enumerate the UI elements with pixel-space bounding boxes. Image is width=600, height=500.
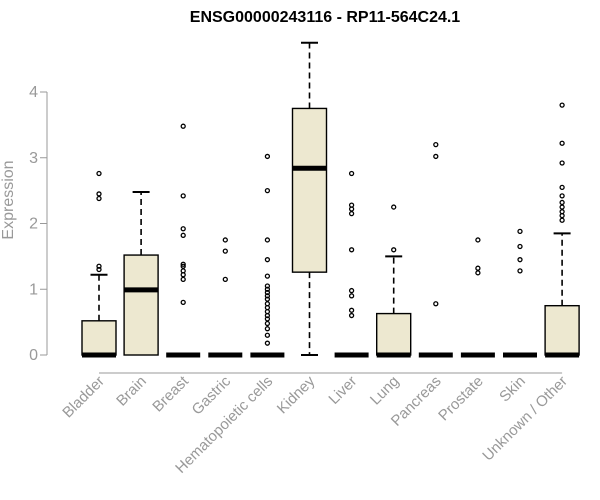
outlier-point bbox=[475, 270, 481, 276]
outlier-point bbox=[348, 202, 355, 208]
outlier-point bbox=[96, 195, 102, 202]
outlier-point bbox=[264, 283, 271, 289]
outlier-point bbox=[180, 276, 186, 283]
outlier-point bbox=[348, 170, 355, 177]
x-tick-label: Prostate bbox=[435, 373, 487, 425]
outlier-point bbox=[222, 276, 228, 283]
box-liver bbox=[334, 170, 369, 358]
outlier-point bbox=[180, 123, 186, 129]
outlier-point bbox=[222, 248, 228, 254]
outlier-point bbox=[264, 153, 271, 160]
iqr-box bbox=[291, 107, 328, 273]
outlier-point bbox=[559, 204, 565, 210]
x-tick-label: Skin bbox=[496, 373, 529, 406]
outlier-point bbox=[264, 301, 271, 307]
outlier-point bbox=[264, 289, 271, 296]
y-axis: 0 1 2 3 4 bbox=[29, 84, 48, 364]
outlier-point bbox=[348, 307, 355, 313]
box-bladder bbox=[81, 170, 117, 358]
outlier-point bbox=[517, 243, 523, 250]
outlier-point bbox=[475, 265, 481, 271]
outlier-point bbox=[264, 296, 271, 302]
outlier-point bbox=[559, 217, 565, 223]
outlier-point bbox=[348, 210, 355, 217]
box-lung bbox=[376, 204, 412, 358]
outlier-point bbox=[348, 312, 355, 319]
outlier-point bbox=[517, 268, 523, 274]
iqr-box bbox=[544, 304, 580, 356]
outlier-point bbox=[517, 257, 523, 263]
outlier-point bbox=[96, 191, 102, 197]
box-unknown-other bbox=[544, 102, 580, 358]
outlier-point bbox=[264, 332, 271, 338]
x-tick-label: Lung bbox=[367, 373, 403, 409]
outlier-point bbox=[433, 153, 439, 160]
box-kidney bbox=[291, 41, 328, 356]
x-tick-label: Brain bbox=[113, 373, 150, 410]
outlier-point bbox=[264, 293, 271, 299]
outlier-point bbox=[433, 301, 439, 307]
x-tick-label: Kidney bbox=[274, 372, 319, 417]
outlier-point bbox=[264, 286, 271, 292]
outlier-point bbox=[517, 228, 523, 235]
outlier-point bbox=[391, 204, 397, 210]
y-tick-label: 0 bbox=[29, 347, 38, 364]
outlier-point bbox=[348, 247, 355, 253]
outlier-point bbox=[559, 209, 565, 215]
outlier-point bbox=[391, 247, 397, 253]
outlier-point bbox=[559, 193, 565, 199]
outlier-point bbox=[348, 287, 355, 294]
outlier-point bbox=[264, 273, 271, 279]
outlier-point bbox=[559, 184, 565, 190]
y-tick-label: 3 bbox=[29, 150, 38, 167]
box-prostate bbox=[460, 237, 495, 358]
box-skin bbox=[503, 228, 537, 358]
outlier-point bbox=[264, 187, 271, 194]
outlier-point bbox=[264, 326, 271, 332]
y-tick-label: 4 bbox=[29, 84, 38, 101]
outlier-point bbox=[264, 257, 271, 263]
outlier-point bbox=[348, 293, 355, 299]
x-tick-label: Bladder bbox=[59, 373, 108, 422]
outlier-point bbox=[180, 268, 186, 274]
outlier-point bbox=[475, 237, 481, 243]
outlier-point bbox=[264, 340, 271, 346]
iqr-box bbox=[376, 312, 412, 356]
outlier-point bbox=[180, 299, 186, 306]
outlier-point bbox=[559, 140, 565, 146]
outlier-point bbox=[264, 237, 271, 243]
x-tick-label: Breast bbox=[149, 372, 192, 415]
box-breast bbox=[166, 123, 201, 358]
outlier-point bbox=[264, 320, 271, 327]
box-pancreas bbox=[418, 141, 453, 358]
outlier-point bbox=[180, 261, 186, 267]
outlier-point bbox=[222, 237, 228, 243]
outlier-point bbox=[96, 263, 102, 269]
y-tick-label: 2 bbox=[29, 216, 38, 233]
outlier-point bbox=[559, 160, 565, 166]
outlier-point bbox=[96, 170, 102, 177]
iqr-box bbox=[81, 320, 117, 356]
y-tick-label: 1 bbox=[29, 281, 38, 298]
outlier-point bbox=[180, 263, 186, 269]
outlier-point bbox=[559, 102, 565, 108]
outlier-point bbox=[180, 226, 186, 232]
outlier-point bbox=[433, 141, 439, 148]
outlier-point bbox=[264, 316, 271, 322]
outlier-point bbox=[96, 266, 102, 273]
box-gastric bbox=[208, 237, 243, 358]
chart-title: ENSG00000243116 - RP11-564C24.1 bbox=[190, 9, 461, 26]
iqr-box bbox=[123, 254, 159, 356]
outlier-point bbox=[559, 199, 565, 206]
outlier-point bbox=[180, 232, 186, 238]
box-hematopoietic-cells bbox=[250, 153, 285, 358]
outlier-point bbox=[180, 193, 186, 199]
y-axis-label: Expression bbox=[0, 160, 17, 239]
x-tick-label: Liver bbox=[325, 373, 360, 408]
box-brain bbox=[123, 190, 159, 356]
box-series bbox=[81, 41, 580, 358]
